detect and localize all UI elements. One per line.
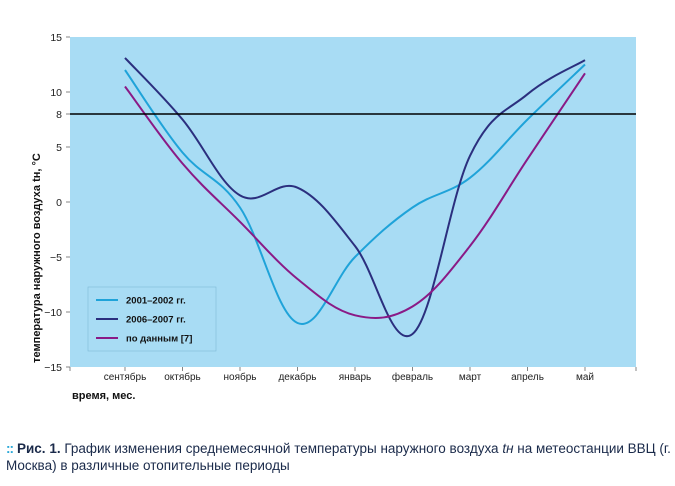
y-tick-label: 5	[56, 142, 62, 154]
y-tick-label: 8	[56, 109, 62, 121]
y-tick-label: 0	[56, 197, 62, 209]
x-tick-label: декабрь	[278, 371, 316, 383]
caption-symbol: tн	[502, 441, 514, 456]
x-tick-label: октябрь	[164, 371, 201, 383]
caption-figure-label: Рис. 1.	[17, 441, 61, 456]
y-tick-label: 10	[50, 87, 62, 99]
legend-label-3: по данным [7]	[126, 334, 192, 345]
figure-caption: :: Рис. 1. График изменения среднемесячно…	[6, 440, 671, 474]
legend-label-1: 2001–2002 гг.	[126, 296, 186, 307]
temperature-chart: −15 −10 −5 0 5 8 10 15 сентябрь октябрь ноябрь дек…	[31, 32, 637, 402]
y-tick-label: −5	[50, 252, 62, 264]
y-tick-label: 15	[50, 32, 62, 44]
x-axis-label: время, мес.	[72, 390, 135, 402]
x-tick-label: май	[576, 372, 594, 383]
x-tick-label: ноябрь	[224, 371, 257, 383]
y-axis-label: температура наружного воздуха tн, °С	[31, 153, 43, 363]
x-tick-label: февраль	[392, 371, 433, 383]
caption-text-before: График изменения среднемесячной температ…	[60, 441, 503, 456]
x-tick-label: январь	[339, 372, 371, 383]
x-tick-label: апрель	[511, 372, 544, 383]
series-line-3	[124, 72, 586, 319]
x-tick-label: март	[459, 372, 482, 383]
legend: 2001–2002 гг. 2006–2007 гг. по данным [7]	[87, 286, 217, 352]
caption-text-after: на метеостанции ВВЦ (г. Москва) в различ…	[6, 441, 671, 473]
series-line-1	[124, 63, 586, 325]
x-tick-label: сентябрь	[104, 371, 147, 383]
legend-label-2: 2006–2007 гг.	[126, 315, 186, 326]
caption-dots: ::	[6, 441, 14, 456]
y-tick-label: −10	[44, 307, 62, 319]
y-tick-label: −15	[44, 362, 62, 374]
